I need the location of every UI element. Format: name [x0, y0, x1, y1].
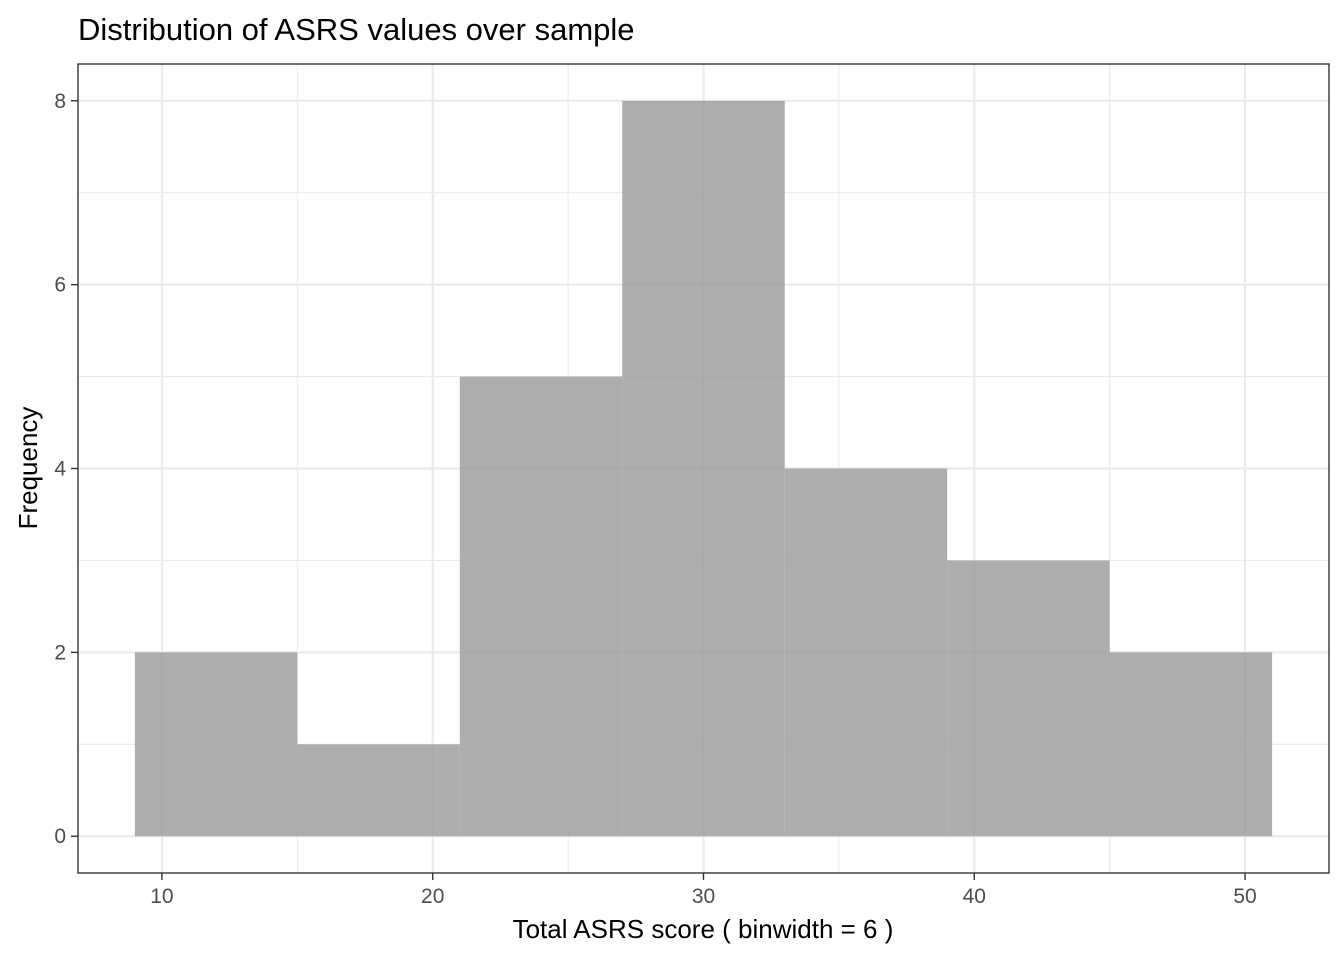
chart-title: Distribution of ASRS values over sample [78, 12, 635, 47]
x-tick-label: 50 [1233, 885, 1256, 908]
x-tick-label: 20 [421, 885, 444, 908]
histogram-bar-5 [784, 468, 948, 837]
x-tick-label: 40 [963, 885, 986, 908]
y-tick-label: 4 [54, 458, 66, 481]
histogram-bar-7 [1109, 652, 1273, 837]
x-tick-label: 30 [692, 885, 715, 908]
histogram-bar-6 [947, 560, 1110, 837]
y-tick-label: 6 [54, 274, 66, 297]
y-tick-label: 8 [54, 90, 66, 113]
histogram-bar-2 [297, 744, 460, 837]
y-axis-title: Frequency [13, 407, 43, 530]
histogram-bar-3 [459, 376, 623, 837]
x-axis-title: Total ASRS score ( binwidth = 6 ) [513, 914, 894, 944]
histogram-bar-1 [134, 652, 298, 837]
histogram-bar-4 [622, 100, 785, 837]
y-tick-label: 2 [54, 641, 66, 664]
bars-layer [134, 100, 1273, 837]
y-tick-label: 0 [54, 825, 66, 848]
x-tick-label: 10 [150, 885, 173, 908]
axes-layer: 10 20 30 40 50 0 2 4 6 8 [54, 63, 1330, 908]
